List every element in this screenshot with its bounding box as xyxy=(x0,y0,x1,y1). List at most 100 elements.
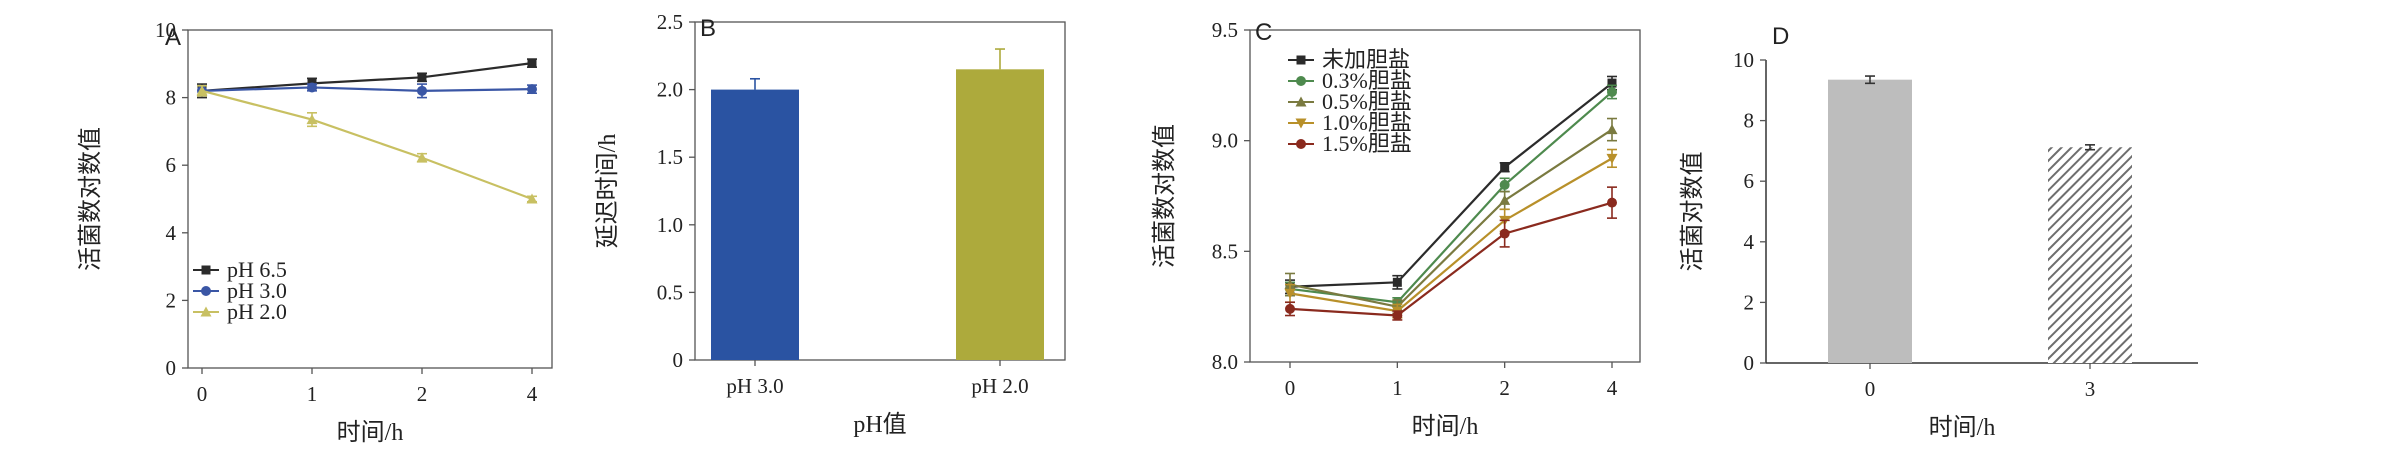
legend-swatch-marker xyxy=(1295,96,1307,107)
data-point xyxy=(1284,288,1296,299)
series-1 xyxy=(197,82,537,99)
x-tick-label: 4 xyxy=(527,382,538,406)
y-axis-label: 活菌对数值 xyxy=(1679,152,1706,272)
legend: pH 6.5pH 3.0pH 2.0 xyxy=(193,257,287,324)
series-line xyxy=(1289,157,1613,313)
legend-label: 1.0%胆盐 xyxy=(1322,110,1412,135)
series-4 xyxy=(1285,186,1617,321)
x-tick-label: pH 3.0 xyxy=(726,374,783,398)
y-tick-label: 8.5 xyxy=(1212,239,1238,263)
legend-label: 1.5%胆盐 xyxy=(1322,131,1412,156)
y-axis-label: 活菌数对数值 xyxy=(77,127,104,271)
data-point xyxy=(1499,228,1510,239)
series-line xyxy=(201,89,533,201)
x-axis-label: pH值 xyxy=(853,411,906,438)
legend-swatch-marker xyxy=(1296,76,1306,86)
series-3 xyxy=(1284,148,1618,319)
x-axis-label: 时间/h xyxy=(1929,414,1996,441)
y-tick-label: 2.5 xyxy=(657,10,683,34)
data-point xyxy=(1499,194,1511,205)
legend-label: pH 6.5 xyxy=(227,257,287,282)
plot-frame xyxy=(1249,29,1641,363)
data-point xyxy=(417,85,427,96)
data-point xyxy=(416,152,428,163)
x-axis-label: 时间/h xyxy=(1412,413,1479,440)
data-point xyxy=(307,82,317,93)
data-point xyxy=(1607,197,1617,208)
bar xyxy=(956,69,1044,360)
chart-panel-b: 0 0.5 1.0 1.5 2.0 2.5 pH 3.0 pH 2.0 pH值 延迟时间/h B xyxy=(594,10,1066,438)
y-tick-label: 0 xyxy=(166,356,177,380)
series-0 xyxy=(197,58,537,99)
data-point xyxy=(1285,303,1295,314)
data-point xyxy=(1607,78,1617,88)
x-tick-label: 2 xyxy=(1499,376,1510,400)
legend-swatch-marker xyxy=(200,306,212,317)
y-tick-label: 9.5 xyxy=(1212,18,1238,42)
series-2 xyxy=(196,84,538,204)
y-tick-label: 8.0 xyxy=(1212,350,1238,374)
legend-label: pH 3.0 xyxy=(227,278,287,303)
data-point xyxy=(1607,86,1617,97)
data-point xyxy=(1606,153,1618,164)
plot-frame xyxy=(694,21,1066,361)
data-point xyxy=(527,58,537,68)
y-tick-label: 6 xyxy=(166,153,177,177)
legend-label: 未加胆盐 xyxy=(1322,47,1410,72)
panel-letter: C xyxy=(1255,19,1272,46)
y-tick-label: 10 xyxy=(155,18,176,42)
x-tick-label: 4 xyxy=(1607,376,1618,400)
data-point xyxy=(1606,124,1618,135)
x-tick-label: 3 xyxy=(2085,377,2096,401)
series-line xyxy=(201,62,533,92)
data-point xyxy=(196,85,208,96)
data-point xyxy=(1499,179,1510,190)
y-tick-label: 6 xyxy=(1744,169,1755,193)
x-axis-label: 时间/h xyxy=(337,419,404,446)
x-tick-label: 0 xyxy=(1285,376,1296,400)
y-tick-label: 1.0 xyxy=(657,213,683,237)
series-line xyxy=(1289,201,1613,317)
data-point xyxy=(1392,277,1402,287)
y-axis-label: 活菌数对数值 xyxy=(1151,124,1178,268)
data-point xyxy=(526,193,538,204)
y-tick-label: 1.5 xyxy=(657,145,683,169)
legend-label: 0.5%胆盐 xyxy=(1322,89,1412,114)
series-line xyxy=(1289,82,1613,288)
bar xyxy=(2048,147,2132,363)
y-tick-label: 8 xyxy=(166,86,177,110)
data-point xyxy=(417,72,427,82)
x-tick-label: 0 xyxy=(1865,377,1876,401)
x-tick-label: 0 xyxy=(197,382,208,406)
legend-label: 0.3%胆盐 xyxy=(1322,68,1412,93)
data-point xyxy=(306,114,318,125)
data-point xyxy=(1500,162,1510,172)
legend-swatch-marker xyxy=(1296,55,1306,65)
y-tick-label: 8 xyxy=(1744,109,1755,133)
legend-swatch-marker xyxy=(201,286,211,296)
chart-panel-a: 0 2 4 6 8 10 0 1 2 4 时间/h 活菌数对数值 ApH 6.5pH 3.0pH 2.0 xyxy=(77,18,553,446)
y-tick-label: 0.5 xyxy=(657,280,683,304)
x-tick-label: pH 2.0 xyxy=(971,374,1028,398)
y-tick-label: 0 xyxy=(673,348,684,372)
series-line xyxy=(1289,128,1613,308)
legend-swatch-marker xyxy=(201,265,211,275)
legend-swatch-marker xyxy=(1296,139,1306,149)
x-tick-label: 1 xyxy=(1392,376,1403,400)
data-point xyxy=(1392,310,1403,321)
y-tick-label: 10 xyxy=(1733,48,1754,72)
legend-label: pH 2.0 xyxy=(227,299,287,324)
panel-letter: B xyxy=(700,15,716,42)
chart-panel-c: 8.0 8.5 9.0 9.5 0 1 2 4 时间/h 活菌数对数值 C 未加胆盐0.3%胆盐0.5… xyxy=(1151,18,1641,440)
y-tick-label: 2 xyxy=(166,288,177,312)
panel-letter: D xyxy=(1772,23,1789,50)
y-tick-label: 2.0 xyxy=(657,78,683,102)
y-tick-label: 2 xyxy=(1744,290,1755,314)
chart-panel-d: 0 2 4 6 8 10 0 3 时间/h 活菌对数值 D xyxy=(1679,23,2198,441)
y-tick-label: 4 xyxy=(166,221,177,245)
plot-frame xyxy=(187,29,553,369)
legend-swatch-marker xyxy=(1295,118,1307,129)
x-tick-label: 1 xyxy=(307,382,318,406)
